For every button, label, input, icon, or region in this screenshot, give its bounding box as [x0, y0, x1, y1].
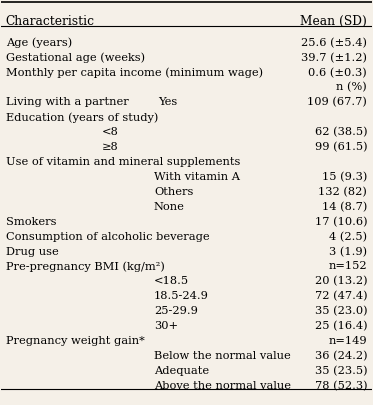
Text: 36 (24.2): 36 (24.2) — [314, 350, 367, 360]
Text: 35 (23.0): 35 (23.0) — [314, 305, 367, 316]
Text: 17 (10.6): 17 (10.6) — [314, 216, 367, 226]
Text: 25-29.9: 25-29.9 — [154, 305, 198, 315]
Text: 132 (82): 132 (82) — [318, 186, 367, 197]
Text: 15 (9.3): 15 (9.3) — [322, 172, 367, 182]
Text: n (%): n (%) — [336, 82, 367, 92]
Text: <18.5: <18.5 — [154, 276, 189, 286]
Text: 14 (8.7): 14 (8.7) — [322, 201, 367, 211]
Text: Consumption of alcoholic beverage: Consumption of alcoholic beverage — [6, 231, 210, 241]
Text: n=152: n=152 — [329, 261, 367, 271]
Text: <8: <8 — [102, 127, 119, 137]
Text: 25 (16.4): 25 (16.4) — [314, 320, 367, 330]
Text: Adequate: Adequate — [154, 365, 209, 375]
Text: Mean (SD): Mean (SD) — [300, 15, 367, 28]
Text: 20 (13.2): 20 (13.2) — [314, 276, 367, 286]
Text: Gestational age (weeks): Gestational age (weeks) — [6, 53, 145, 63]
Text: 4 (2.5): 4 (2.5) — [329, 231, 367, 241]
Text: n=149: n=149 — [329, 335, 367, 345]
Text: 3 (1.9): 3 (1.9) — [329, 246, 367, 256]
Text: With vitamin A: With vitamin A — [154, 172, 240, 181]
Text: 62 (38.5): 62 (38.5) — [314, 127, 367, 137]
Text: Living with a partner: Living with a partner — [6, 97, 129, 107]
Text: Smokers: Smokers — [6, 216, 56, 226]
Text: 39.7 (±1.2): 39.7 (±1.2) — [301, 53, 367, 63]
Text: Others: Others — [154, 186, 193, 196]
Text: None: None — [154, 201, 185, 211]
Text: Education (years of study): Education (years of study) — [6, 112, 158, 123]
Text: 30+: 30+ — [154, 320, 178, 330]
Text: Pregnancy weight gain*: Pregnancy weight gain* — [6, 335, 145, 345]
Text: Drug use: Drug use — [6, 246, 59, 256]
Text: Use of vitamin and mineral supplements: Use of vitamin and mineral supplements — [6, 157, 240, 166]
Text: ≥8: ≥8 — [102, 142, 119, 152]
Text: 78 (52.3): 78 (52.3) — [314, 380, 367, 390]
Text: Monthly per capita income (minimum wage): Monthly per capita income (minimum wage) — [6, 67, 263, 78]
Text: Pre-pregnancy BMI (kg/m²): Pre-pregnancy BMI (kg/m²) — [6, 261, 165, 271]
Text: Age (years): Age (years) — [6, 38, 72, 48]
Text: 35 (23.5): 35 (23.5) — [314, 365, 367, 375]
Text: 0.6 (±0.3): 0.6 (±0.3) — [308, 67, 367, 78]
Text: 109 (67.7): 109 (67.7) — [307, 97, 367, 107]
Text: Below the normal value: Below the normal value — [154, 350, 291, 360]
Text: 72 (47.4): 72 (47.4) — [314, 291, 367, 301]
Text: Yes: Yes — [159, 97, 178, 107]
Text: 25.6 (±5.4): 25.6 (±5.4) — [301, 38, 367, 48]
Text: 18.5-24.9: 18.5-24.9 — [154, 291, 209, 301]
Text: Characteristic: Characteristic — [6, 15, 95, 28]
Text: 99 (61.5): 99 (61.5) — [314, 142, 367, 152]
Text: Above the normal value: Above the normal value — [154, 380, 291, 390]
